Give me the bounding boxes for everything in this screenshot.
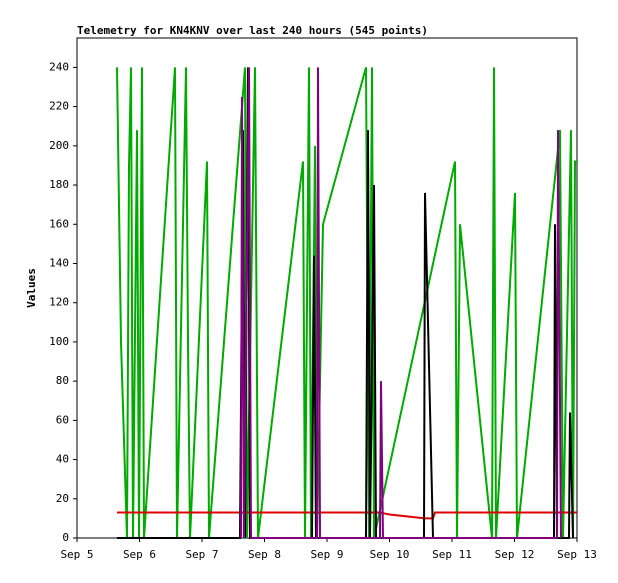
y-tick-label: 40 [56,453,69,466]
y-tick-label: 120 [49,296,69,309]
x-tick-label: Sep 12 [495,548,535,561]
series-line [117,511,577,520]
x-tick-label: Sep 11 [432,548,472,561]
y-tick-label: 160 [49,217,69,230]
y-tick-label: 80 [56,374,69,387]
chart-title: Telemetry for KN4KNV over last 240 hours… [77,24,428,37]
y-tick-label: 240 [49,60,69,73]
x-tick-label: Sep 7 [185,548,218,561]
plot-frame [76,37,578,539]
y-tick-label: 60 [56,413,69,426]
x-tick-label: Sep 8 [248,548,281,561]
series-line [240,67,562,539]
y-tick-label: 100 [49,335,69,348]
y-tick-label: 0 [62,531,69,544]
x-tick-label: Sep 10 [370,548,410,561]
y-tick-label: 180 [49,178,69,191]
x-tick-label: Sep 9 [310,548,343,561]
x-tick-label: Sep 5 [60,548,93,561]
x-tick-label: Sep 13 [557,548,597,561]
y-tick-label: 20 [56,492,69,505]
series-line [116,67,577,539]
x-tick-label: Sep 6 [123,548,156,561]
y-tick-label: 140 [49,256,69,269]
y-tick-label: 220 [49,100,69,113]
y-tick-label: 200 [49,139,69,152]
y-axis-label: Values [25,268,38,308]
